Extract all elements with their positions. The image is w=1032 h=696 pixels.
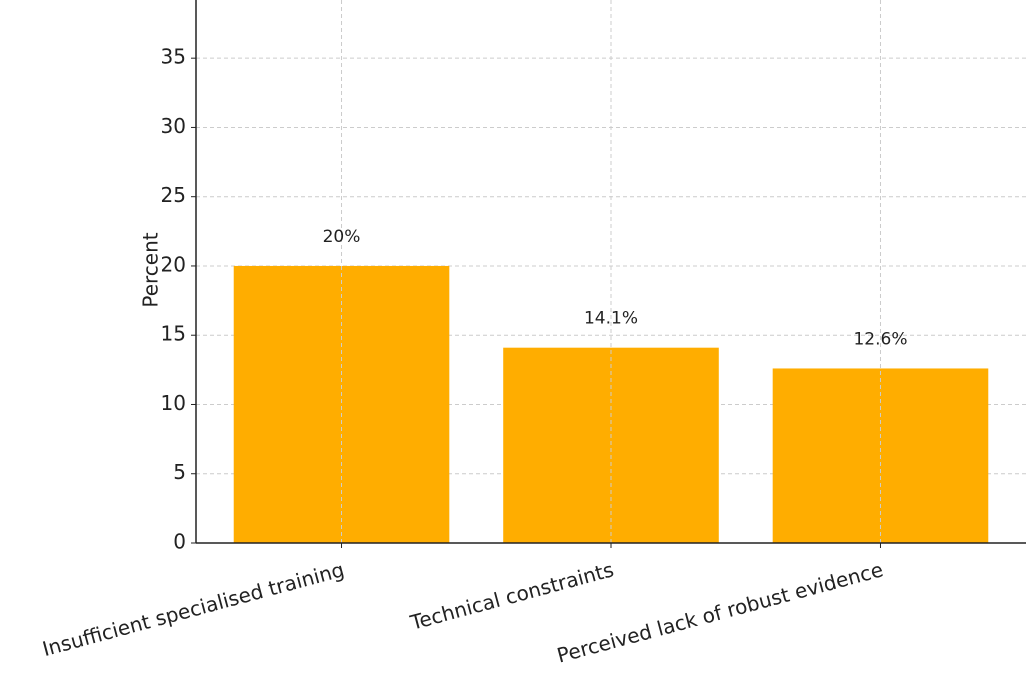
y-tick-label: 25: [161, 183, 186, 207]
value-label: 20%: [323, 227, 361, 247]
bar: [233, 265, 450, 543]
value-label: 14.1%: [584, 309, 638, 329]
y-tick-label: 20: [161, 252, 186, 276]
x-tick-label: Insufficient specialised training: [40, 557, 347, 661]
value-label: 12.6%: [853, 329, 907, 349]
y-tick-label: 0: [173, 530, 186, 554]
x-tick-label: Technical constraints: [407, 557, 616, 635]
y-axis-label: Percent: [139, 232, 163, 307]
y-tick-label: 5: [173, 460, 186, 484]
y-tick-label: 10: [161, 391, 186, 415]
y-tick-label: 30: [161, 114, 186, 138]
y-tick-label: 15: [161, 322, 186, 346]
y-tick-label: 35: [161, 45, 186, 69]
